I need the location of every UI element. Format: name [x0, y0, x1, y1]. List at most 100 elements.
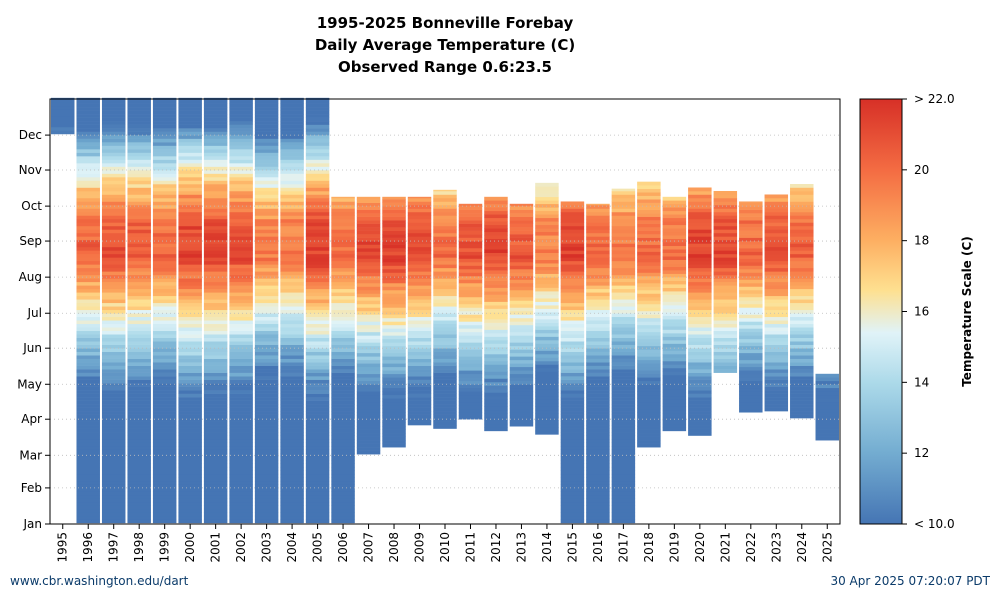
heatmap-cell: [458, 279, 483, 284]
heatmap-cell: [305, 456, 330, 461]
heatmap-cell: [739, 303, 763, 308]
heatmap-cell: [560, 383, 585, 387]
heatmap-cell: [280, 110, 304, 115]
heatmap-cell: [127, 208, 151, 213]
heatmap-cell: [152, 397, 177, 401]
heatmap-cell: [76, 313, 100, 318]
heatmap-cell: [127, 369, 151, 373]
heatmap-cell: [407, 330, 432, 335]
heatmap-cell: [535, 416, 559, 421]
heatmap-cell: [586, 355, 610, 359]
heatmap-cell: [382, 335, 406, 340]
heatmap-cell: [203, 435, 228, 440]
heatmap-cell: [382, 415, 406, 420]
heatmap-cell: [254, 229, 279, 234]
heatmap-cell: [101, 271, 126, 276]
heatmap-cell: [305, 418, 330, 422]
heatmap-cell: [229, 281, 253, 286]
heatmap-cell: [76, 253, 100, 258]
heatmap-cell: [560, 449, 585, 454]
heatmap-cell: [382, 307, 406, 312]
heatmap-cell: [203, 341, 228, 345]
heatmap-cell: [76, 208, 100, 213]
heatmap-cell: [764, 407, 789, 412]
heatmap-cell: [127, 463, 151, 468]
heatmap-cell: [101, 407, 126, 412]
heatmap-cell: [280, 459, 304, 464]
heatmap-cell: [356, 220, 381, 224]
heatmap-cell: [127, 512, 151, 517]
heatmap-cell: [203, 100, 228, 104]
heatmap-cell: [356, 196, 381, 200]
heatmap-cell: [586, 330, 610, 335]
heatmap-cell: [280, 484, 304, 489]
heatmap-cell: [254, 184, 279, 188]
heatmap-cell: [305, 128, 330, 132]
heatmap-cell: [254, 393, 279, 398]
heatmap-cell: [458, 380, 483, 385]
heatmap-cell: [688, 397, 712, 401]
heatmap-cell: [382, 282, 406, 287]
heatmap-cell: [203, 452, 228, 457]
heatmap-cell: [127, 107, 151, 111]
heatmap-cell: [229, 449, 253, 454]
heatmap-cell: [458, 342, 483, 347]
heatmap-cell: [637, 213, 661, 217]
heatmap-cell: [178, 508, 202, 513]
heatmap-cell: [560, 246, 585, 251]
heatmap-cell: [356, 426, 381, 430]
heatmap-cell: [560, 508, 585, 513]
heatmap-cell: [586, 239, 610, 244]
heatmap-cell: [280, 330, 304, 335]
heatmap-cell: [662, 326, 687, 330]
heatmap-cell: [76, 215, 100, 220]
heatmap-cell: [76, 348, 100, 352]
heatmap-cell: [254, 107, 279, 111]
heatmap-cell: [305, 246, 330, 251]
heatmap-cell: [331, 498, 355, 503]
heatmap-cell: [535, 413, 559, 418]
heatmap-cell: [790, 225, 814, 230]
heatmap-cell: [637, 412, 661, 417]
heatmap-cell: [229, 425, 253, 429]
heatmap-cell: [611, 274, 636, 279]
heatmap-cell: [178, 278, 202, 283]
heatmap-cell: [484, 203, 508, 208]
heatmap-cell: [254, 264, 279, 269]
heatmap-cell: [637, 220, 661, 224]
heatmap-cell: [407, 344, 432, 349]
heatmap-cell: [305, 302, 330, 307]
heatmap-cell: [178, 114, 202, 118]
heatmap-cell: [254, 414, 279, 419]
heatmap-cell: [280, 515, 304, 520]
heatmap-cell: [484, 347, 508, 351]
heatmap-cell: [484, 395, 508, 400]
heatmap-cell: [203, 201, 228, 206]
heatmap-cell: [790, 264, 814, 269]
heatmap-cell: [229, 400, 253, 405]
heatmap-cell: [662, 392, 687, 397]
heatmap-cell: [152, 159, 177, 164]
heatmap-cell: [280, 362, 304, 366]
heatmap-cell: [127, 187, 151, 192]
heatmap-cell: [637, 202, 661, 207]
heatmap-cell: [203, 145, 228, 150]
y-tick-label: Nov: [19, 163, 42, 177]
heatmap-cell: [433, 425, 457, 429]
heatmap-column-2001: [203, 97, 228, 524]
heatmap-cell: [382, 412, 406, 417]
heatmap-cell: [535, 263, 559, 267]
heatmap-cell: [560, 281, 585, 286]
heatmap-cell: [305, 386, 330, 391]
heatmap-cell: [688, 306, 712, 311]
heatmap-cell: [790, 229, 814, 234]
heatmap-cell: [280, 232, 304, 237]
heatmap-cell: [407, 390, 432, 394]
heatmap-cell: [713, 355, 738, 359]
heatmap-column-2021: [713, 190, 738, 373]
heatmap-cell: [739, 384, 763, 389]
heatmap-cell: [254, 348, 279, 352]
heatmap-cell: [178, 372, 202, 377]
heatmap-cell: [739, 209, 763, 214]
heatmap-cell: [101, 246, 126, 251]
